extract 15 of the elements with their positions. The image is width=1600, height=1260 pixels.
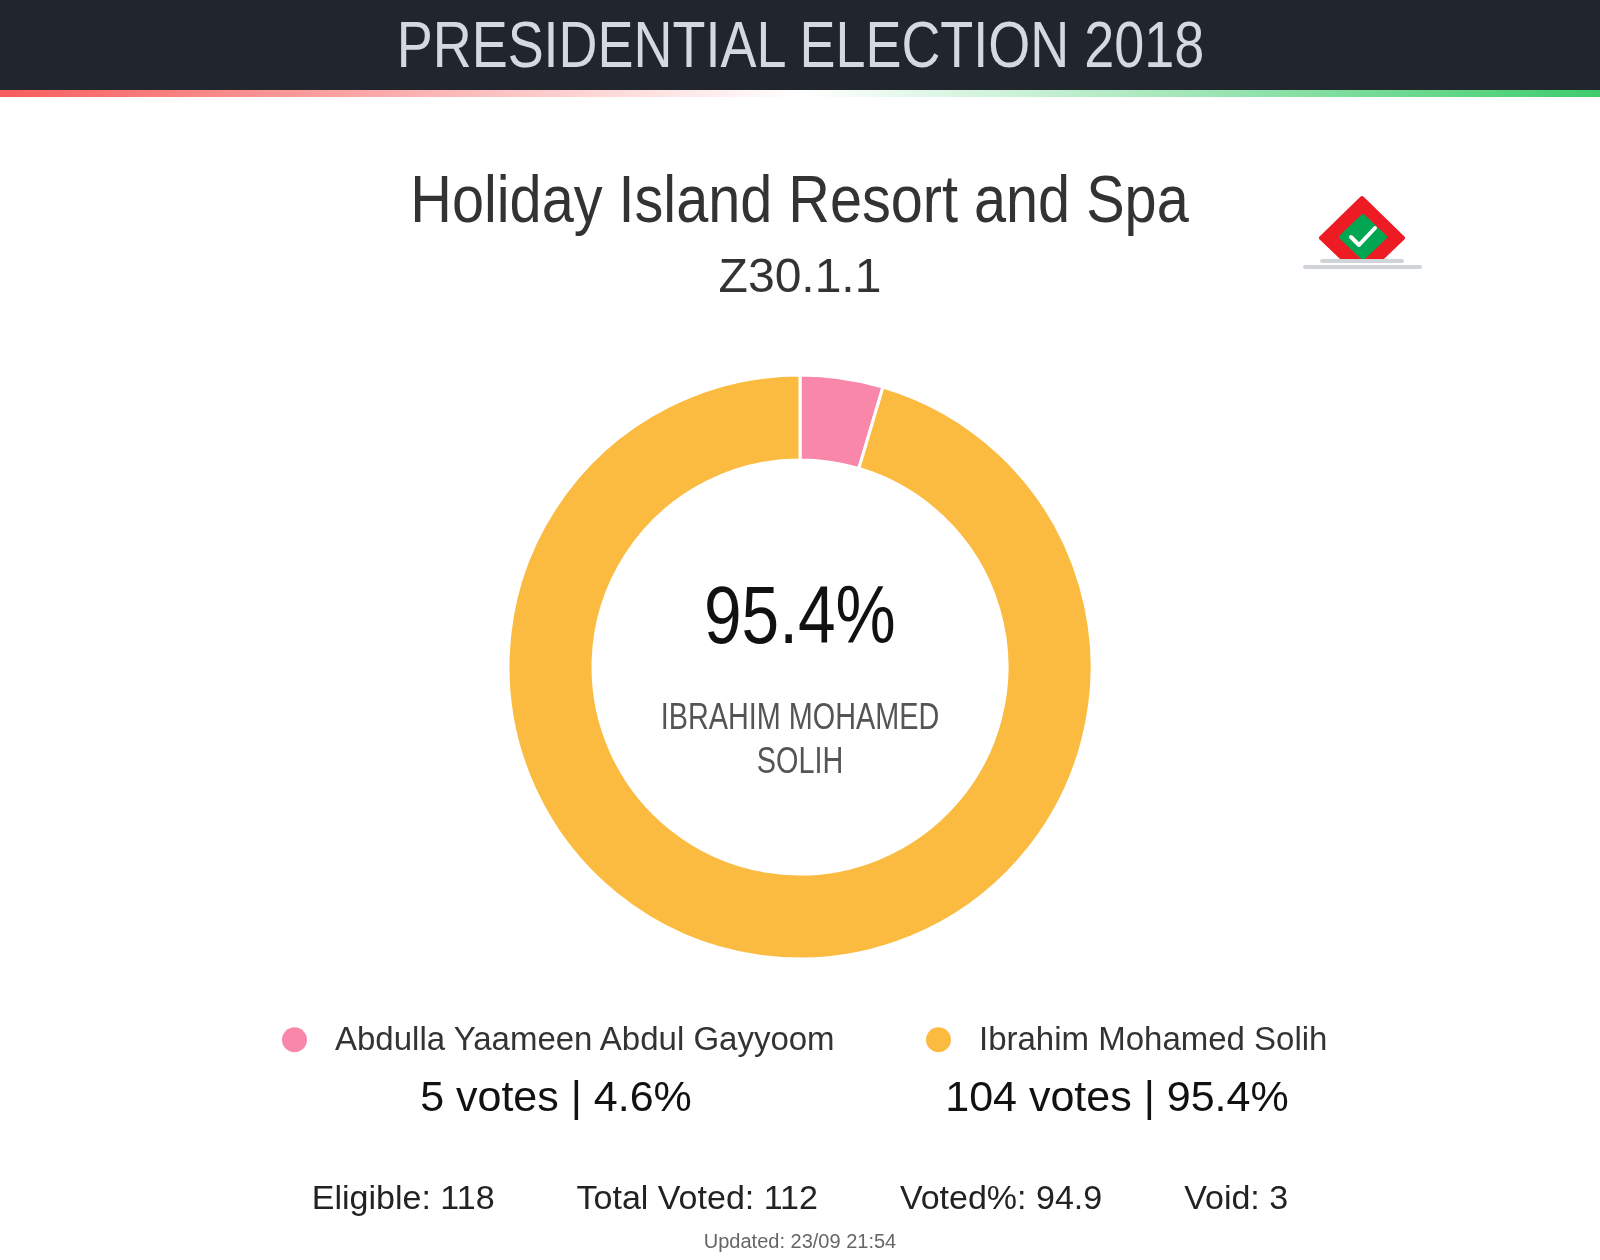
text: Voted%: 94.9	[899, 1177, 1103, 1218]
text: Updated: 23/09 21:54	[703, 1229, 897, 1253]
text: Void: 3	[1184, 1177, 1289, 1218]
data-label: 104 votes | 95.4%	[945, 1072, 1289, 1120]
text: IBRAHIM MOHAMED SOLIH	[659, 695, 941, 783]
donut-slice	[506, 373, 1094, 961]
text: Total Voted: 112	[576, 1177, 818, 1218]
data-label: 5 votes | 4.6%	[420, 1072, 692, 1120]
text: PRESIDENTIAL ELECTION 2018	[396, 7, 1204, 83]
legend-label: Abdulla Yaameen Abdul Gayyoom	[335, 1019, 835, 1057]
text: 95.4%	[704, 568, 896, 662]
text: Eligible: 118	[311, 1177, 495, 1218]
chart-subtitle: Z30.1.1	[718, 248, 882, 304]
legend-label: Ibrahim Mohamed Solih	[978, 1019, 1328, 1057]
chart-title: Holiday Island Resort and Spa	[410, 160, 1190, 238]
